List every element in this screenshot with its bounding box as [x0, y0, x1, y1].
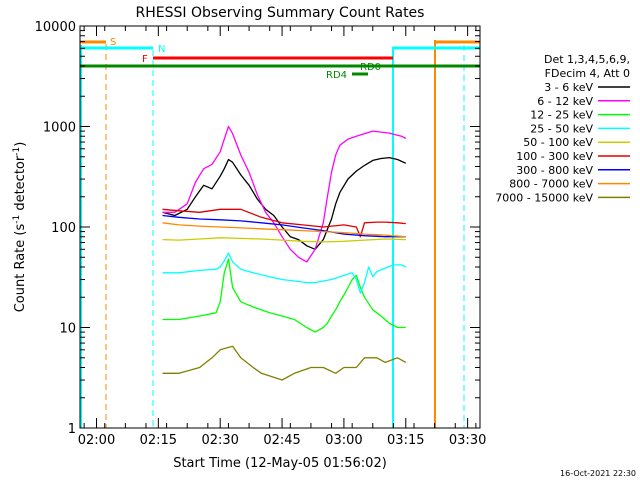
y-tick-label: 1000: [43, 121, 76, 136]
x-tick-label: 02:30: [201, 433, 238, 448]
legend-header-line-1: Det 1,3,4,5,6,9,: [544, 53, 630, 66]
legend-label-8: 7000 - 15000 keV: [495, 191, 593, 204]
series-line-0: [162, 156, 407, 250]
y-axis-title-end: ): [13, 142, 28, 147]
x-tick-label: 02:45: [263, 433, 300, 448]
series-line-7: [162, 222, 406, 238]
flag-label-f: F: [142, 54, 148, 65]
chart-title: RHESSI Observing Summary Count Rates: [136, 5, 425, 21]
x-axis-title: Start Time (12-May-05 01:56:02): [173, 456, 387, 471]
legend-header-line-2: FDecim 4, Att 0: [545, 67, 630, 80]
flag-label-s: S: [110, 37, 116, 48]
y-tick-label: 10000: [35, 20, 76, 35]
legend-label-2: 12 - 25 keV: [530, 109, 593, 122]
legend-label-1: 6 - 12 keV: [537, 95, 593, 108]
x-tick-label: 02:00: [78, 433, 115, 448]
flag-label-rd4: RD4: [326, 70, 347, 81]
flag-label-rd0: RD0: [360, 62, 381, 73]
flag-layer: S NF RD0 RD4: [80, 37, 480, 428]
series-line-6: [162, 214, 406, 238]
series-line-1: [162, 125, 407, 263]
x-tick-label: 03:15: [387, 433, 424, 448]
plot-frame: [79, 25, 481, 429]
y-axis-title-mid: detector: [13, 155, 28, 215]
tick-layer: 1 10 100 1000 10000 02:00 02:15 02:30 02:45 03:00…: [35, 20, 487, 448]
legend-label-7: 800 - 7000 keV: [509, 178, 593, 191]
legend-label-5: 100 - 300 keV: [516, 150, 593, 163]
series-layer: [162, 125, 407, 381]
y-axis-title: Count Rate (s-1 detector-1): [12, 142, 28, 313]
flag-label-n: N: [158, 44, 165, 55]
x-tick-label: 03:00: [325, 433, 362, 448]
legend-label-3: 25 - 50 keV: [530, 122, 593, 135]
legend-label-6: 300 - 800 keV: [516, 164, 593, 177]
x-tick-label: 02:15: [140, 433, 177, 448]
series-line-5: [162, 208, 406, 238]
legend-label-0: 3 - 6 keV: [544, 81, 593, 94]
timestamp: 16-Oct-2021 22:30: [560, 469, 636, 478]
series-line-8: [162, 345, 407, 381]
y-axis-title-main: Count Rate (s: [13, 224, 28, 313]
series-line-2: [162, 258, 406, 333]
y-tick-label: 1: [68, 422, 76, 437]
series-line-3: [162, 252, 407, 294]
legend: Det 1,3,4,5,6,9, FDecim 4, Att 0 3 - 6 k…: [495, 53, 630, 204]
series-line-4: [162, 237, 406, 243]
x-tick-label: 03:30: [449, 433, 486, 448]
y-axis-title-sup2: -1: [12, 147, 22, 156]
y-axis-title-sup1: -1: [12, 215, 22, 224]
y-tick-label: 100: [51, 221, 76, 236]
y-tick-label: 10: [59, 322, 76, 337]
legend-label-4: 50 - 100 keV: [523, 136, 593, 149]
